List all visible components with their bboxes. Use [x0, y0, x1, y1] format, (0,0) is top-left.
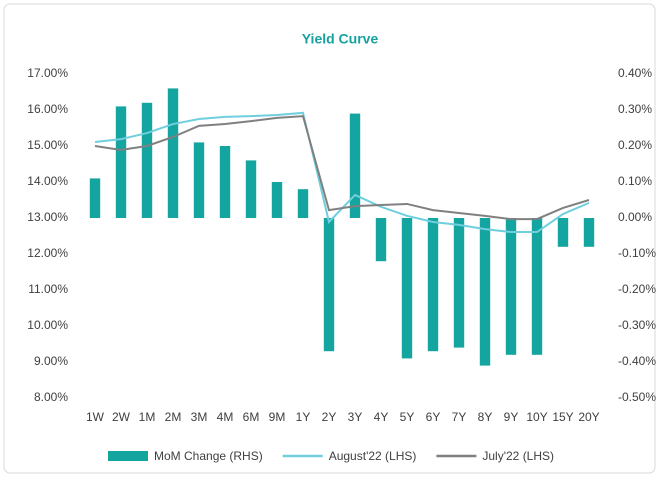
- x-tick-label: 7Y: [452, 410, 467, 424]
- bar: [349, 113, 361, 218]
- y-tick-label: 14.00%: [27, 174, 68, 188]
- y2-tick-label: -0.40%: [618, 354, 656, 368]
- y-tick-label: 8.00%: [34, 390, 68, 404]
- x-tick-label: 4M: [217, 410, 234, 424]
- x-tick-label: 6M: [243, 410, 260, 424]
- y2-tick-label: -0.30%: [618, 318, 656, 332]
- y2-tick-label: -0.10%: [618, 246, 656, 260]
- bar: [115, 106, 127, 218]
- y2-tick-label: 0.00%: [618, 210, 652, 224]
- y-tick-label: 13.00%: [27, 210, 68, 224]
- legend-label: July'22 (LHS): [482, 449, 554, 463]
- x-tick-label: 3M: [191, 410, 208, 424]
- x-tick-label: 3Y: [348, 410, 363, 424]
- legend-label: MoM Change (RHS): [154, 449, 263, 463]
- y-tick-label: 11.00%: [28, 282, 68, 296]
- x-tick-label: 2W: [112, 410, 131, 424]
- y2-tick-label: 0.20%: [618, 138, 652, 152]
- bar: [401, 218, 413, 359]
- y-tick-label: 9.00%: [34, 354, 68, 368]
- bar: [167, 88, 179, 219]
- bar: [427, 218, 439, 352]
- x-tick-label: 9M: [269, 410, 286, 424]
- y2-tick-label: 0.30%: [618, 102, 652, 116]
- y2-tick-label: -0.20%: [618, 282, 656, 296]
- y-tick-label: 16.00%: [27, 102, 68, 116]
- bar: [245, 160, 257, 218]
- x-tick-label: 6Y: [426, 410, 441, 424]
- y-tick-label: 17.00%: [27, 66, 68, 80]
- y2-tick-label: 0.40%: [618, 66, 652, 80]
- legend-label: August'22 (LHS): [329, 449, 417, 463]
- x-tick-label: 20Y: [578, 410, 599, 424]
- bar: [323, 218, 335, 352]
- x-tick-label: 5Y: [400, 410, 415, 424]
- bar: [583, 218, 595, 247]
- x-tick-label: 1M: [139, 410, 156, 424]
- bar: [531, 218, 543, 355]
- x-tick-label: 10Y: [526, 410, 547, 424]
- bar: [219, 146, 231, 218]
- x-tick-label: 9Y: [504, 410, 519, 424]
- y-tick-label: 12.00%: [27, 246, 68, 260]
- x-tick-label: 1W: [86, 410, 105, 424]
- line: [94, 115, 590, 221]
- legend-swatch: [108, 451, 148, 461]
- x-tick-label: 2Y: [322, 410, 337, 424]
- y-tick-label: 10.00%: [27, 318, 68, 332]
- bar: [557, 218, 569, 247]
- y2-tick-label: 0.10%: [618, 174, 652, 188]
- bar: [505, 218, 517, 355]
- x-tick-label: 2M: [165, 410, 182, 424]
- y2-tick-label: -0.50%: [618, 390, 656, 404]
- x-tick-label: 8Y: [478, 410, 493, 424]
- bar: [141, 102, 153, 218]
- x-tick-label: 4Y: [374, 410, 389, 424]
- bar: [375, 218, 387, 262]
- bar: [89, 178, 101, 218]
- bar: [297, 189, 309, 218]
- bar: [193, 142, 205, 218]
- chart-title: Yield Curve: [302, 31, 379, 47]
- x-tick-label: 1Y: [296, 410, 311, 424]
- bar: [271, 182, 283, 218]
- bar: [453, 218, 465, 348]
- bar: [479, 218, 491, 366]
- x-tick-label: 15Y: [552, 410, 573, 424]
- y-tick-label: 15.00%: [27, 138, 68, 152]
